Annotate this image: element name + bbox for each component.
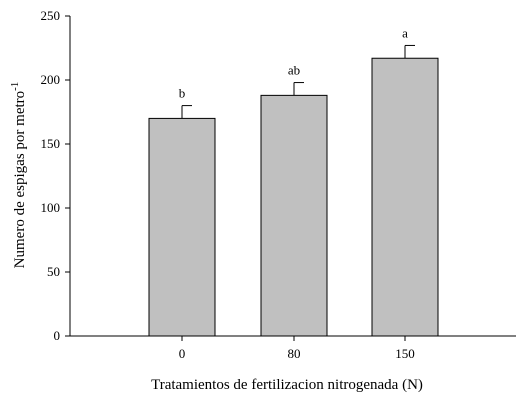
- y-tick-label: 200: [41, 72, 61, 87]
- significance-label-150: a: [402, 25, 408, 40]
- y-tick-label: 250: [41, 8, 61, 23]
- x-tick-label: 80: [288, 346, 301, 361]
- y-tick-label: 150: [41, 136, 61, 151]
- bar-150: [371, 57, 439, 337]
- x-axis-title: Tratamientos de fertilizacion nitrogenad…: [151, 377, 423, 393]
- x-axis: 0 80 150: [70, 335, 516, 361]
- x-tick-label: 150: [395, 346, 415, 361]
- significance-label-80: ab: [288, 63, 300, 78]
- x-tick-label: 0: [179, 346, 186, 361]
- y-axis-title-superscript: -1: [9, 82, 21, 91]
- y-axis: 0 50 100 150 200 250: [41, 8, 71, 343]
- significance-label-0: b: [179, 86, 186, 101]
- bar-80: [260, 94, 328, 337]
- y-tick-label: 50: [47, 264, 60, 279]
- y-tick-label: 100: [41, 200, 61, 215]
- y-axis-title: Numero de espigas por metro-1: [9, 82, 28, 269]
- bars: b ab a: [148, 25, 439, 337]
- y-axis-title-main: Numero de espigas por metro: [12, 91, 28, 268]
- bar-0: [148, 117, 216, 337]
- y-tick-label: 0: [54, 328, 61, 343]
